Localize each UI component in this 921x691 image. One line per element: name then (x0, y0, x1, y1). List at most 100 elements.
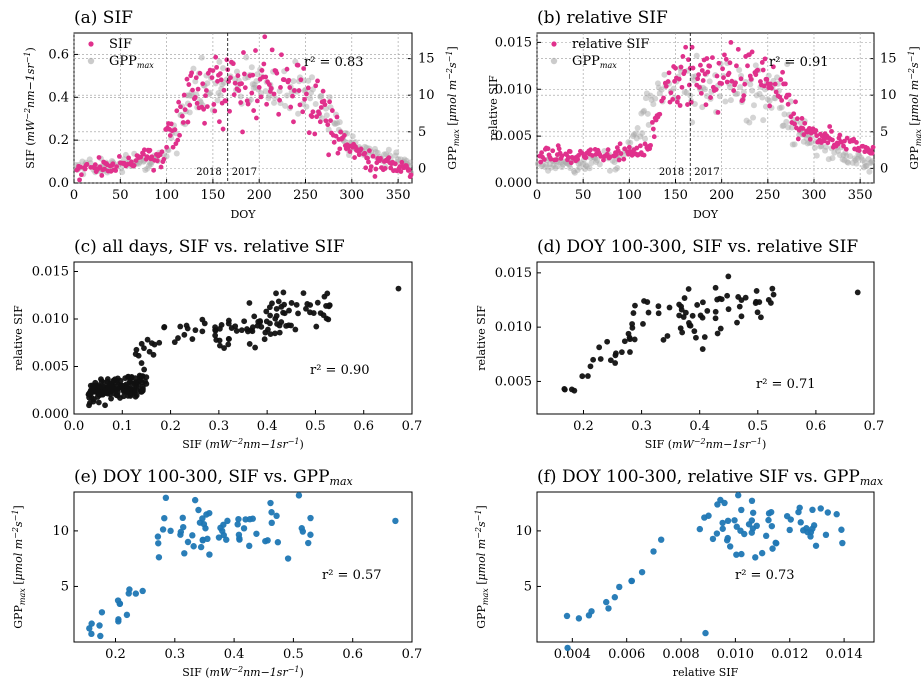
data-point (286, 307, 292, 314)
sif-point (312, 131, 318, 137)
sif-point (77, 177, 82, 183)
data-point (155, 540, 162, 547)
sif-point (708, 95, 713, 100)
sif-point (799, 115, 805, 121)
data-point (579, 373, 586, 380)
sif-point (347, 149, 353, 154)
sif-point (720, 66, 725, 72)
data-point (109, 385, 116, 392)
gpp-point (645, 121, 652, 128)
data-point (216, 337, 223, 344)
data-point (115, 616, 122, 623)
sif-point (342, 132, 347, 138)
x-tick-label: 0.7 (402, 647, 423, 662)
sif-point (286, 77, 292, 83)
data-point (718, 296, 725, 303)
data-point (628, 577, 636, 585)
panel-title: (a) SIF (74, 8, 133, 28)
sif-point (213, 54, 219, 60)
data-point (693, 334, 699, 341)
data-point (138, 360, 145, 366)
sif-point (686, 57, 691, 63)
gpp-point (204, 80, 211, 87)
sif-point (728, 39, 734, 45)
sif-point (131, 163, 137, 168)
data-point (738, 506, 745, 514)
sif-point (279, 52, 284, 58)
plot-frame-c (73, 261, 413, 415)
x-tick-label: 0.008 (662, 647, 699, 662)
data-point (119, 382, 126, 389)
sif-point (661, 95, 666, 101)
data-point (631, 336, 638, 343)
sif-point (316, 111, 322, 117)
gpp-point (749, 87, 756, 94)
x-tick-label: 0.5 (747, 419, 768, 434)
sif-point (356, 152, 362, 158)
data-point (113, 379, 120, 386)
sif-point (618, 151, 624, 156)
sif-point (674, 99, 680, 105)
data-point (215, 534, 223, 541)
data-point (326, 302, 333, 309)
data-point (587, 363, 594, 370)
sif-point (278, 85, 283, 90)
data-point (191, 496, 199, 504)
data-point (162, 494, 170, 502)
sif-point (79, 172, 84, 178)
sif-point (263, 74, 269, 80)
sif-point (685, 102, 690, 107)
legend-label-sif: SIF (109, 37, 132, 52)
sif-point (844, 135, 850, 141)
gpp-point (702, 86, 709, 93)
sif-point (616, 157, 622, 163)
data-point (838, 526, 845, 533)
sif-point (851, 136, 857, 142)
sif-point (761, 83, 767, 89)
sif-point (764, 77, 770, 82)
gpp-point (747, 81, 754, 88)
sif-point (232, 80, 238, 86)
sif-point (601, 157, 606, 163)
data-point (754, 309, 761, 316)
sif-point (825, 140, 831, 146)
gpp-point (303, 103, 310, 110)
sif-point (329, 108, 335, 113)
data-point (765, 516, 772, 524)
sif-point (778, 77, 784, 82)
sif-point (553, 157, 559, 162)
data-point (605, 605, 612, 612)
sif-point (227, 108, 232, 114)
y-tick-label: 5 (524, 579, 532, 594)
data-point (691, 328, 698, 335)
data-point (114, 386, 121, 392)
sif-point (807, 136, 813, 142)
sif-point (318, 105, 324, 110)
data-point (85, 391, 92, 398)
x-tick-label: 0.6 (342, 647, 363, 662)
sif-point (114, 164, 119, 170)
y-tick-label: 0.000 (495, 176, 532, 191)
data-point (161, 324, 167, 331)
data-point (714, 330, 721, 337)
sif-point (794, 116, 800, 122)
data-point (184, 538, 192, 546)
sif-point (854, 139, 859, 145)
data-point (563, 612, 571, 620)
sif-point (378, 155, 383, 161)
gpp-point (576, 164, 583, 171)
gpp-point (248, 64, 255, 71)
data-point (273, 290, 279, 297)
sif-point (241, 71, 247, 77)
data-point (307, 531, 314, 538)
sif-point (710, 55, 715, 60)
data-point (268, 509, 275, 516)
sif-point (733, 80, 738, 86)
sif-point (159, 149, 165, 155)
data-point (607, 357, 614, 364)
sif-point (689, 44, 695, 50)
sif-point (193, 75, 199, 81)
sif-point (256, 84, 262, 90)
y-tick-label: 0.6 (48, 47, 69, 62)
data-point (817, 505, 824, 512)
